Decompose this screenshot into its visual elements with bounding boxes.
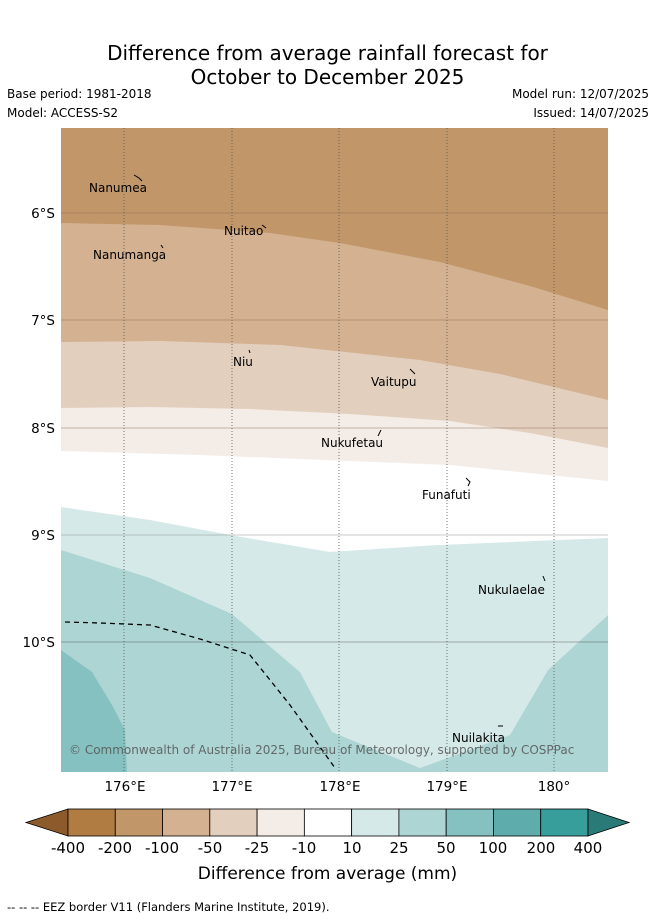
legend-tick: 200 xyxy=(526,839,556,857)
colorbar-segment xyxy=(351,808,400,837)
island-label: Nuilakita xyxy=(452,731,505,745)
lat-label: 6°S xyxy=(31,206,55,222)
latitude-labels: 6°S 7°S 8°S 9°S 10°S xyxy=(23,206,56,651)
colorbar-segment xyxy=(540,808,589,837)
longitude-labels: 176°E 177°E 178°E 179°E 180° xyxy=(104,779,570,795)
colorbar-segment xyxy=(209,808,258,837)
graticule xyxy=(61,128,608,772)
nukulaelae-outline xyxy=(542,575,546,582)
title-line-2: October to December 2025 xyxy=(190,65,465,89)
colorbar-segment xyxy=(256,808,305,837)
base-period: Base period: 1981-2018 xyxy=(7,87,152,101)
legend-tick: 25 xyxy=(389,839,409,857)
lat-label: 10°S xyxy=(23,635,56,651)
colorbar-segment xyxy=(67,808,116,837)
niu-outline xyxy=(248,349,251,354)
island-label: Nukufetau xyxy=(321,436,383,450)
band-plus-25 xyxy=(61,550,608,772)
lon-label: 178°E xyxy=(319,779,360,795)
island-outlines xyxy=(133,174,546,727)
legend-tick: 50 xyxy=(436,839,456,857)
footnote: -- -- -- EEZ border V11 (Flanders Marine… xyxy=(7,900,330,914)
legend-tick: -10 xyxy=(291,839,317,857)
colorbar-segment xyxy=(162,808,211,837)
island-label: Niu xyxy=(233,355,253,369)
colorbar-segment xyxy=(398,808,447,837)
island-label: Nuitao xyxy=(224,224,263,238)
colorbar-segment xyxy=(493,808,542,837)
model-run: Model run: 12/07/2025 xyxy=(511,87,649,101)
legend-tick: -200 xyxy=(97,839,133,857)
colorbar-arrow-high xyxy=(587,808,631,837)
legend-tick: -50 xyxy=(197,839,223,857)
legend-tick: -400 xyxy=(50,839,86,857)
colorbar-segment xyxy=(114,808,163,837)
legend-tick: 10 xyxy=(342,839,362,857)
colorbar-arrow-low xyxy=(24,808,69,837)
legend-colorbar xyxy=(24,808,631,837)
issued-date: Issued: 14/07/2025 xyxy=(533,106,649,120)
legend-tick: -25 xyxy=(244,839,270,857)
funafuti-outline xyxy=(465,477,471,487)
colorbar-segment xyxy=(303,808,353,837)
lon-label: 180° xyxy=(538,779,571,795)
island-label: Funafuti xyxy=(422,488,471,502)
lat-label: 9°S xyxy=(31,528,55,544)
legend-tick: 400 xyxy=(573,839,603,857)
band-plus-50-right xyxy=(232,545,608,768)
legend-tick: 100 xyxy=(478,839,508,857)
lat-label: 7°S xyxy=(31,313,55,329)
island-label: Nukulaelae xyxy=(478,583,545,597)
island-label: Nanumanga xyxy=(93,248,166,262)
lon-label: 177°E xyxy=(211,779,252,795)
eez-border xyxy=(64,621,336,769)
lat-label: 8°S xyxy=(31,421,55,437)
colorbar-segment xyxy=(445,808,494,837)
nukufetau-outline xyxy=(377,429,382,437)
title-line-1: Difference from average rainfall forecas… xyxy=(107,41,548,65)
nuitao-outline xyxy=(261,224,267,229)
island-label: Nanumea xyxy=(89,181,147,195)
copyright-notice: © Commonwealth of Australia 2025, Bureau… xyxy=(69,743,574,757)
band-plus-50 xyxy=(61,650,127,772)
island-labels: Nanumea Nuitao Nanumanga Niu Vaitupu Nuk… xyxy=(89,181,545,745)
nanumea-outline xyxy=(133,174,143,182)
nanumanga-outline xyxy=(160,244,164,249)
island-label: Vaitupu xyxy=(371,375,417,389)
lon-label: 176°E xyxy=(104,779,145,795)
rainfall-bands xyxy=(61,128,608,772)
model-name: Model: ACCESS-S2 xyxy=(7,106,119,120)
legend-title: Difference from average (mm) xyxy=(197,864,458,884)
lon-label: 179°E xyxy=(426,779,467,795)
vaitupu-outline xyxy=(409,368,416,375)
page-title: Difference from average rainfall forecas… xyxy=(0,41,655,89)
legend-tick: -100 xyxy=(144,839,180,857)
